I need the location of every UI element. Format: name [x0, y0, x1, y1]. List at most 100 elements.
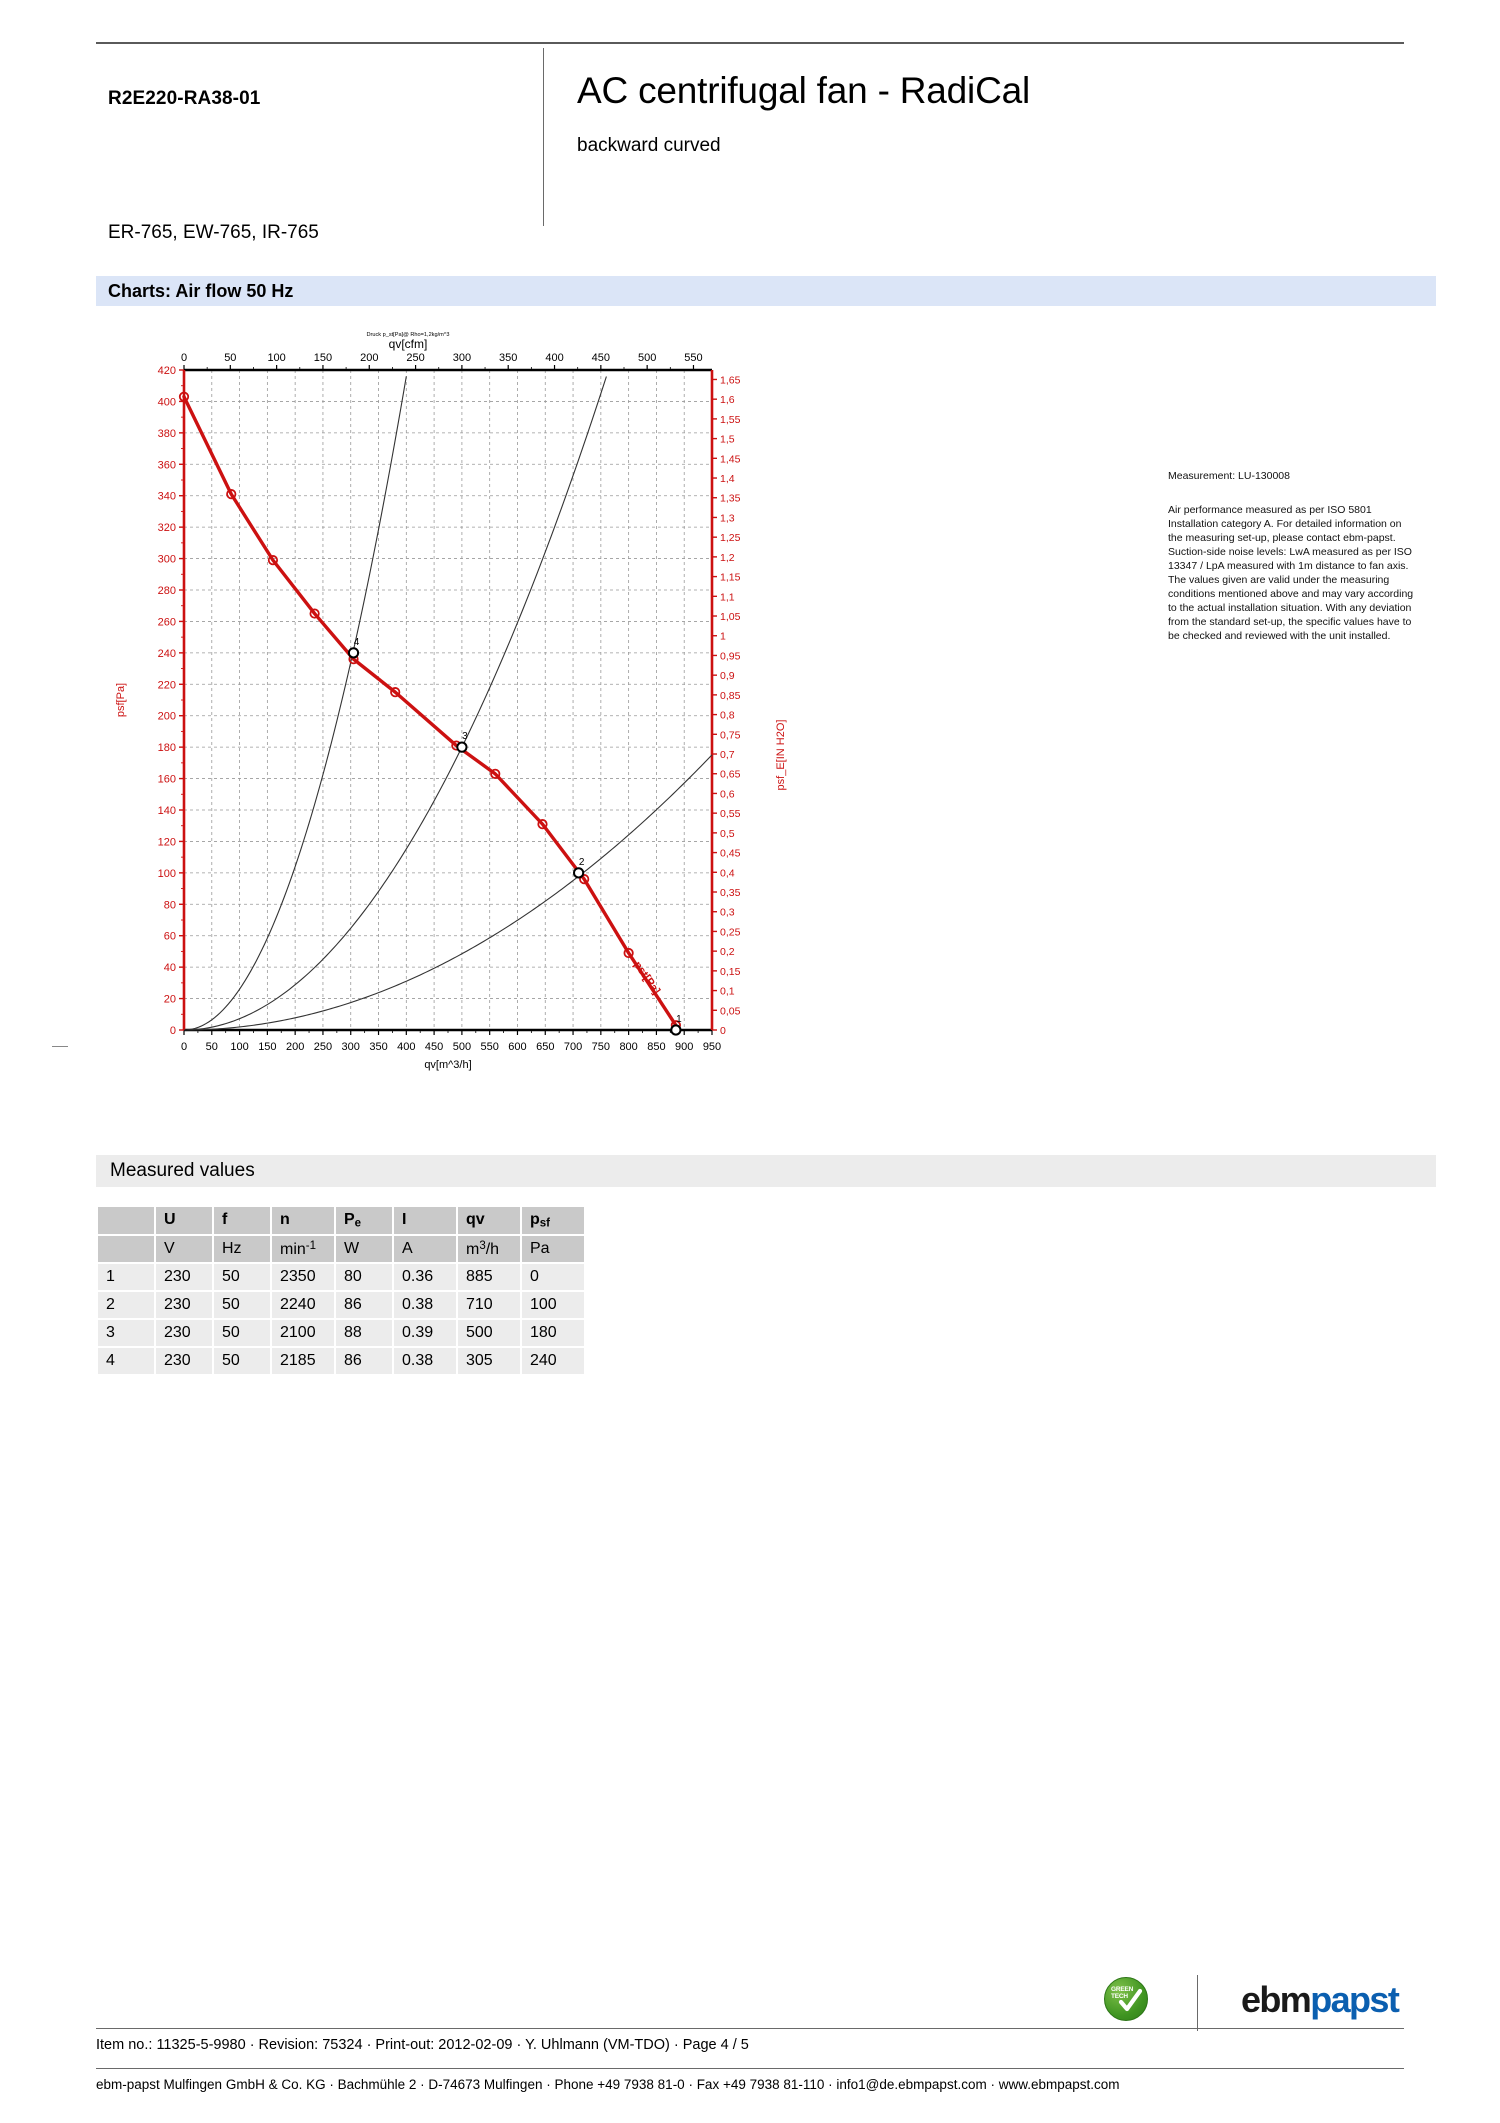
col-header-voltage: U	[156, 1207, 212, 1234]
svg-text:300: 300	[342, 1041, 360, 1053]
table-head: U f n Pe I qv psf V Hz min-1 W A m3/h Pa	[98, 1207, 584, 1263]
svg-text:1,1: 1,1	[720, 591, 735, 603]
row-speed: 2185	[272, 1348, 334, 1375]
logo-divider	[1197, 1975, 1198, 2031]
svg-text:pst[Pa]: pst[Pa]	[631, 959, 662, 997]
row-power: 86	[336, 1292, 392, 1319]
row-speed: 2240	[272, 1292, 334, 1319]
table-row: 2 230 50 2240 86 0.38 710 100	[98, 1292, 584, 1319]
svg-text:450: 450	[592, 352, 610, 364]
svg-text:280: 280	[158, 585, 176, 597]
svg-text:0,9: 0,9	[720, 670, 735, 682]
svg-text:1,25: 1,25	[720, 532, 741, 544]
variant-list: ER-765, EW-765, IR-765	[108, 222, 319, 243]
row-pressure: 100	[522, 1292, 584, 1319]
chart-tick-marks: 0 50 100 150 200 250 300 350 400 450 500 550 600 650 7…	[158, 352, 741, 1053]
unit-speed: min-1	[272, 1235, 334, 1263]
svg-text:250: 250	[406, 352, 424, 364]
page-title: AC centrifugal fan - RadiCal	[577, 70, 1030, 111]
svg-text:160: 160	[158, 774, 176, 786]
svg-text:200: 200	[360, 352, 378, 364]
unit-airflow: m3/h	[458, 1235, 520, 1263]
greentech-icon-label: GREEN TECH	[1111, 1986, 1137, 2001]
svg-text:350: 350	[499, 352, 517, 364]
svg-text:0,3: 0,3	[720, 907, 735, 919]
row-current: 0.36	[394, 1264, 456, 1291]
svg-text:200: 200	[286, 1041, 304, 1053]
svg-text:200: 200	[158, 711, 176, 723]
svg-text:400: 400	[545, 352, 563, 364]
col-header-airflow: qv	[458, 1207, 520, 1234]
unit-pressure: Pa	[522, 1235, 584, 1263]
checkmark-icon	[1118, 1988, 1143, 2012]
chart-gridlines	[184, 370, 713, 1030]
svg-text:0,95: 0,95	[720, 650, 741, 662]
svg-text:qv[cfm]: qv[cfm]	[389, 337, 428, 351]
chart-system-curves	[183, 376, 713, 1031]
svg-text:1,4: 1,4	[720, 473, 735, 485]
svg-text:0,35: 0,35	[720, 887, 741, 899]
measurement-note-body: Air performance measured as per ISO 5801…	[1168, 504, 1414, 642]
air-flow-chart: 0 50 100 150 200 250 300 350 400 450 500 550 600 650 7…	[96, 330, 836, 1090]
measured-values-table: U f n Pe I qv psf V Hz min-1 W A m3/h Pa…	[96, 1205, 586, 1376]
row-power: 88	[336, 1320, 392, 1347]
svg-text:550: 550	[684, 352, 702, 364]
svg-text:180: 180	[158, 742, 176, 754]
svg-text:320: 320	[158, 522, 176, 534]
svg-text:psf_E[IN H2O]: psf_E[IN H2O]	[775, 720, 787, 791]
svg-text:150: 150	[314, 352, 332, 364]
svg-text:80: 80	[164, 899, 176, 911]
footer-document-info: Item no.: 11325-5-9980 · Revision: 75324…	[96, 2037, 749, 2053]
svg-text:4: 4	[354, 637, 360, 648]
svg-text:120: 120	[158, 836, 176, 848]
svg-text:340: 340	[158, 491, 176, 503]
svg-text:150: 150	[258, 1041, 276, 1053]
charts-section-bar: Charts: Air flow 50 Hz	[96, 276, 1436, 306]
svg-text:0,65: 0,65	[720, 769, 741, 781]
row-current: 0.38	[394, 1348, 456, 1375]
svg-text:0,5: 0,5	[720, 828, 735, 840]
page-subtitle: backward curved	[577, 135, 721, 156]
svg-text:100: 100	[158, 868, 176, 880]
svg-text:1,15: 1,15	[720, 572, 741, 584]
svg-text:1,35: 1,35	[720, 493, 741, 505]
row-power: 80	[336, 1264, 392, 1291]
col-header-current: I	[394, 1207, 456, 1234]
svg-text:0: 0	[720, 1025, 726, 1037]
svg-text:psf[Pa]: psf[Pa]	[115, 683, 127, 717]
svg-text:0,85: 0,85	[720, 690, 741, 702]
table-row: 1 230 50 2350 80 0.36 885 0	[98, 1264, 584, 1291]
chart-axes	[182, 368, 714, 1032]
table-row: 4 230 50 2185 86 0.38 305 240	[98, 1348, 584, 1375]
svg-text:140: 140	[158, 805, 176, 817]
header-rule	[96, 42, 1404, 44]
svg-text:0,75: 0,75	[720, 729, 741, 741]
row-voltage: 230	[156, 1264, 212, 1291]
brand-ebm: ebm	[1241, 1979, 1312, 2020]
unit-index	[98, 1235, 154, 1263]
row-speed: 2100	[272, 1320, 334, 1347]
row-frequency: 50	[214, 1320, 270, 1347]
svg-text:400: 400	[397, 1041, 415, 1053]
svg-text:360: 360	[158, 459, 176, 471]
svg-text:250: 250	[314, 1041, 332, 1053]
row-frequency: 50	[214, 1292, 270, 1319]
table-body: 1 230 50 2350 80 0.36 885 0 2 230 50 2240 86 0.38 710 1…	[98, 1264, 584, 1375]
svg-text:qv[m^3/h]: qv[m^3/h]	[424, 1059, 471, 1071]
svg-text:300: 300	[453, 352, 471, 364]
svg-text:1: 1	[676, 1014, 682, 1025]
unit-current: A	[394, 1235, 456, 1263]
footer-company-info: ebm-papst Mulfingen GmbH & Co. KG · Bach…	[96, 2077, 1120, 2092]
chart-operating-points: 1 2 3 4	[347, 637, 682, 1036]
row-airflow: 305	[458, 1348, 520, 1375]
col-header-frequency: f	[214, 1207, 270, 1234]
row-current: 0.39	[394, 1320, 456, 1347]
table-header-row: U f n Pe I qv psf	[98, 1207, 584, 1234]
svg-text:1,05: 1,05	[720, 611, 741, 623]
chart-data-markers	[178, 391, 681, 1031]
measured-values-label: Measured values	[110, 1160, 255, 1181]
svg-text:1,6: 1,6	[720, 394, 735, 406]
svg-text:50: 50	[224, 352, 236, 364]
svg-text:0,25: 0,25	[720, 926, 741, 938]
svg-text:600: 600	[508, 1041, 526, 1053]
